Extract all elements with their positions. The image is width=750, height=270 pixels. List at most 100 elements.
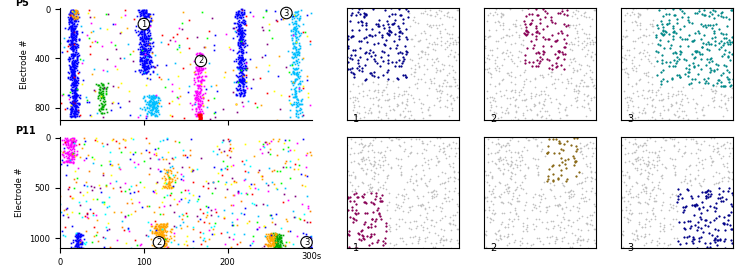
Point (505, 74, 517, 79)
Point (708, 16, 720, 21)
Point (548, 86, 560, 90)
Point (670, 31, 682, 36)
Point (590, 77, 602, 81)
Point (487, 114, 499, 118)
Point (530, 223, 542, 228)
Point (706, 12, 718, 16)
Point (700, 25, 712, 30)
Point (495, 36, 507, 40)
Point (697, 45, 709, 49)
Point (529, 94, 541, 98)
Point (520, 28, 532, 32)
Point (500, 149, 512, 154)
Point (494, 155, 506, 159)
Point (546, 63, 558, 67)
Point (697, 104, 709, 109)
Point (690, 202, 702, 206)
Point (367, 7, 379, 11)
Point (642, 170, 654, 174)
Point (416, 151, 428, 155)
Point (434, 97, 446, 102)
Point (571, 182, 583, 186)
Point (527, 222, 539, 227)
Point (362, 149, 374, 154)
Point (630, 6, 642, 10)
Point (663, 63, 675, 68)
Point (426, 63, 438, 67)
Point (497, 171, 509, 175)
Point (561, 13, 573, 18)
Point (622, 217, 634, 221)
Point (640, 135, 652, 139)
Point (572, 208, 584, 213)
Point (356, 236, 368, 241)
Point (424, 23, 436, 28)
Point (415, 176, 427, 180)
Point (531, 30, 543, 34)
Point (715, 31, 727, 35)
Point (548, 151, 560, 155)
Point (362, 111, 374, 115)
Point (436, 234, 448, 239)
Point (352, 161, 364, 166)
Point (682, 100, 694, 104)
Point (417, 227, 429, 232)
Point (662, 39, 674, 43)
Point (709, 42, 721, 47)
Point (727, 146, 739, 151)
Point (716, 176, 728, 180)
Point (393, 29, 405, 34)
Point (479, 46, 491, 50)
Point (696, 107, 708, 112)
Point (706, 96, 718, 100)
Point (525, 94, 537, 99)
Point (499, 225, 511, 229)
Point (442, 195, 454, 199)
Point (372, 21, 384, 26)
Point (421, 141, 433, 146)
Point (646, 114, 658, 119)
Point (383, 222, 395, 227)
Point (494, 156, 506, 160)
Point (725, 94, 737, 99)
Point (364, 232, 376, 236)
Point (530, 92, 542, 97)
Point (559, 12, 571, 16)
Point (496, 12, 508, 16)
Point (509, 97, 520, 102)
Point (358, 195, 370, 199)
Point (618, 214, 630, 219)
Point (485, 105, 497, 109)
Point (353, 64, 365, 68)
Point (416, 49, 428, 53)
Point (542, 150, 554, 154)
Point (718, 164, 730, 168)
Point (506, 160, 518, 164)
Point (377, 59, 389, 63)
Point (400, 35, 412, 39)
Point (584, 213, 596, 217)
Point (533, 31, 545, 36)
Point (483, 189, 495, 193)
Point (587, 151, 599, 156)
Point (352, 211, 364, 215)
Point (452, 202, 464, 206)
Point (586, 176, 598, 180)
Point (386, 12, 398, 16)
Point (393, 92, 405, 97)
Point (342, 36, 354, 41)
Point (636, 111, 648, 115)
Point (723, 80, 735, 84)
Point (646, 187, 658, 192)
Point (484, 34, 496, 38)
Point (369, 219, 381, 223)
Point (364, 189, 376, 193)
Point (674, 7, 686, 11)
Point (571, 31, 583, 35)
Point (571, 136, 583, 140)
Point (547, 172, 559, 177)
Point (495, 15, 507, 19)
Point (539, 154, 551, 158)
Point (503, 217, 515, 221)
Point (718, 40, 730, 45)
